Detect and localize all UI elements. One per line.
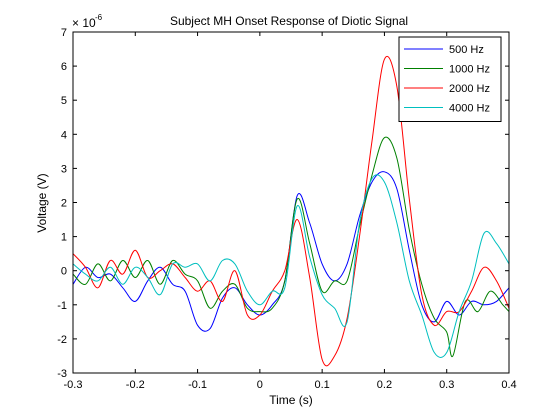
series-line-4000-hz (73, 174, 509, 358)
y-tick-label: -3 (57, 368, 67, 380)
y-tick-label: 5 (61, 95, 67, 107)
y-scale-factor-exponent: -6 (95, 13, 103, 22)
x-axis: -0.3 -0.2 -0.1 0 0.1 0.2 0.3 0.4 (64, 32, 517, 391)
x-axis-label: Time (s) (269, 393, 313, 407)
y-tick-label: -1 (57, 300, 67, 312)
series-lines (73, 55, 509, 367)
x-tick-label: 0.4 (501, 379, 516, 391)
legend-label: 4000 Hz (449, 103, 490, 115)
y-tick-label: 0 (61, 266, 67, 278)
y-tick-label: 6 (61, 61, 67, 73)
x-tick-label: -0.1 (188, 379, 207, 391)
x-tick-label: 0.3 (439, 379, 454, 391)
y-tick-label: -2 (57, 334, 67, 346)
legend-label: 1000 Hz (449, 64, 490, 76)
legend-label: 500 Hz (449, 44, 484, 56)
y-tick-label: 7 (61, 27, 67, 39)
y-tick-label: 2 (61, 198, 67, 210)
series-line-1000-hz (73, 136, 509, 358)
x-tick-label: -0.2 (126, 379, 145, 391)
y-tick-label: 4 (61, 129, 67, 141)
y-scale-factor-base: × 10 (72, 16, 96, 30)
y-axis: -3 -2 -1 0 1 2 3 4 5 6 7 (57, 27, 509, 380)
legend: 500 Hz 1000 Hz 2000 Hz 4000 Hz (398, 36, 502, 122)
legend-label: 2000 Hz (449, 83, 490, 95)
x-tick-label: 0.2 (377, 379, 392, 391)
x-tick-label: 0.1 (314, 379, 329, 391)
x-tick-label: -0.3 (64, 379, 83, 391)
y-axis-label: Voltage (V) (35, 173, 49, 232)
y-tick-label: 1 (61, 232, 67, 244)
y-scale-factor: × 10 -6 (72, 13, 103, 30)
y-tick-label: 3 (61, 163, 67, 175)
chart-title: Subject MH Onset Response of Diotic Sign… (170, 14, 408, 28)
x-tick-label: 0 (257, 379, 263, 391)
